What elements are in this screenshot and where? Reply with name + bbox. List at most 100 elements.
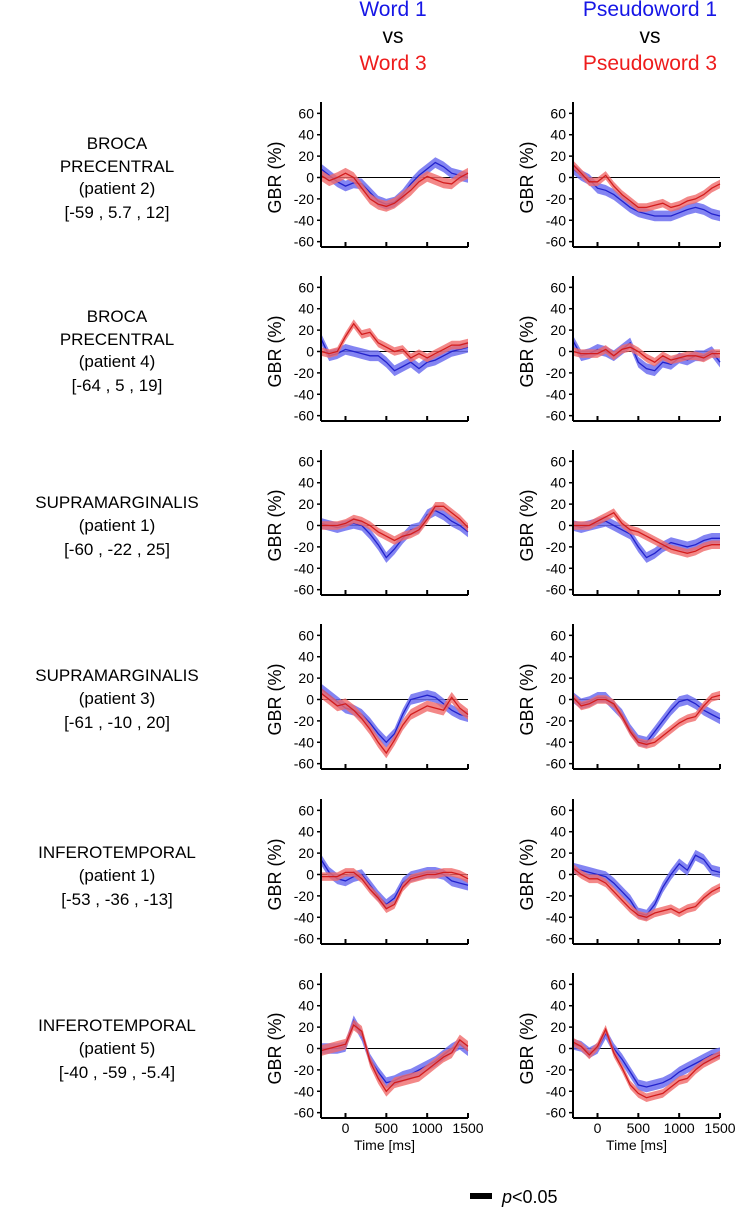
row-label-line: (patient 2) [79,179,156,198]
legend-p-threshold: <0.05 [512,1187,558,1207]
y-tick-label: 40 [550,475,566,491]
condition3-mean-line [572,694,721,746]
y-tick-label: -20 [294,539,314,555]
y-tick-label: 20 [550,1019,566,1035]
chart-panel: 60 40 20 0 -20 -40 -60 GBR (%) [265,276,469,424]
y-tick-label: -20 [294,713,314,729]
row-label: INFEROTEMPORAL (patient 5) [-40 , -59 , … [38,1016,196,1082]
condition3-mean-line [572,346,720,363]
y-tick-label: -20 [294,888,314,904]
condition3-error-band [573,1025,720,1102]
y-tick-label: 0 [558,518,566,534]
row-label: INFEROTEMPORAL (patient 1) [-53 , -36 , … [38,843,196,909]
y-tick-label: -60 [294,582,314,598]
header-word3: Word 3 [359,52,426,75]
condition1-mean-line [320,688,469,744]
y-tick-label: -40 [294,734,314,750]
y-tick-label: 20 [550,670,566,686]
condition3-error-band [573,508,720,558]
y-axis-label: GBR (%) [517,490,537,562]
y-axis-label: GBR (%) [265,142,285,214]
condition3-mean-line [572,1027,721,1099]
x-axis-label: Time [ms] [354,1137,415,1153]
y-tick-label: -40 [294,560,314,576]
y-tick-label: 60 [550,105,566,121]
condition3-error-band [321,868,468,913]
x-tick-label: 1000 [664,1120,695,1136]
y-tick-label: -20 [294,365,314,381]
row-label-line: SUPRAMARGINALIS [35,666,198,685]
y-tick-label: -40 [546,1083,566,1099]
y-tick-label: 60 [550,453,566,469]
condition3-error-band [573,342,720,367]
condition3-error-band [573,690,720,749]
row-label-line: SUPRAMARGINALIS [35,493,198,512]
y-tick-label: -20 [546,539,566,555]
condition1-error-band [573,1028,720,1093]
y-tick-label: 20 [298,1019,314,1035]
y-tick-label: 60 [298,453,314,469]
row-label: SUPRAMARGINALIS (patient 3) [-61 , -10 ,… [35,666,198,732]
y-tick-label: -40 [546,734,566,750]
legend-label: p<0.05 [501,1187,558,1207]
y-tick-label: -60 [546,582,566,598]
y-axis-label: GBR (%) [265,664,285,736]
condition1-error-band [321,157,468,210]
y-tick-label: 20 [298,148,314,164]
y-tick-label: -60 [294,234,314,250]
y-tick-label: 20 [298,322,314,338]
condition1-error-band [573,163,720,222]
condition3-error-band [321,1019,468,1097]
y-tick-label: -60 [546,931,566,947]
condition3-error-band [321,167,468,212]
y-tick-label: 40 [550,301,566,317]
y-tick-label: 0 [558,170,566,186]
condition3-mean-line [321,505,469,542]
y-tick-label: -20 [546,191,566,207]
y-tick-label: -60 [294,931,314,947]
y-tick-label: 0 [306,867,314,883]
x-tick-label: 0 [594,1120,602,1136]
y-tick-label: 20 [550,322,566,338]
chart-panels: 60 40 20 0 -20 -40 -60 GBR (%) 60 40 20 0 -20 -40 -60 G… [265,102,736,1153]
condition3-error-band [573,863,720,922]
y-tick-label: -20 [546,713,566,729]
y-tick-label: -20 [546,365,566,381]
chart-panel: 60 40 20 0 -20 -40 -60 GBR (%) [265,450,469,598]
y-tick-label: -20 [546,888,566,904]
y-tick-label: 20 [298,845,314,861]
y-tick-label: 0 [306,170,314,186]
y-tick-label: 60 [550,802,566,818]
y-axis-label: GBR (%) [517,664,537,736]
row-label: BROCA PRECENTRAL (patient 2) [-59 , 5.7 … [60,134,174,222]
header-pseudoword1: Pseudoword 1 [583,0,717,21]
y-tick-label: -20 [294,1062,314,1078]
row-label-line: INFEROTEMPORAL [38,843,196,862]
y-tick-label: -40 [294,909,314,925]
row-label-line: (patient 1) [79,516,156,535]
y-tick-label: 0 [558,867,566,883]
condition1-error-band [573,515,720,563]
y-tick-label: 60 [298,802,314,818]
y-axis-label: GBR (%) [517,142,537,214]
condition3-mean-line [573,511,720,554]
row-label-line: [-61 , -10 , 20] [64,713,170,732]
row-label-line: (patient 5) [79,1039,156,1058]
condition3-mean-line [572,867,721,918]
x-tick-label: 1000 [412,1120,443,1136]
condition1-error-band [321,333,468,377]
y-tick-label: 0 [558,1041,566,1057]
x-tick-label: 0 [342,1120,350,1136]
y-tick-label: 60 [298,976,314,992]
column-header-words: Word 1 vs Word 3 [359,0,426,75]
legend-p-symbol: p [501,1187,512,1207]
chart-panel: 60 40 20 0 -20 -40 -60 GBR (%) [517,799,721,947]
row-label: SUPRAMARGINALIS (patient 1) [-60 , -22 ,… [35,493,198,559]
y-tick-label: 20 [550,148,566,164]
condition3-mean-line [321,871,469,910]
significance-legend: p<0.05 [470,1187,558,1207]
y-tick-label: 60 [298,627,314,643]
header-vs: vs [640,25,661,48]
condition3-mean-line [320,322,469,359]
y-axis-label: GBR (%) [517,1013,537,1085]
